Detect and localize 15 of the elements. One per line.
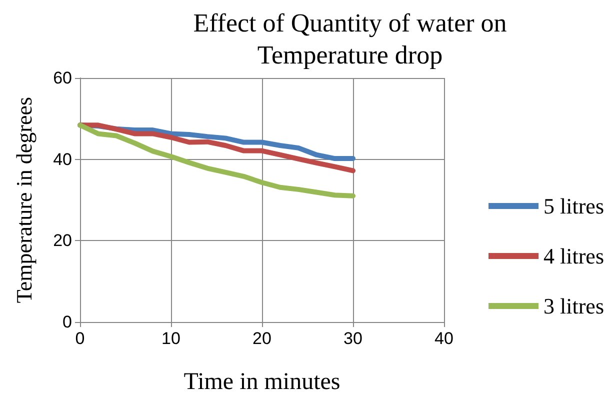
x-tick-label: 30 — [344, 329, 362, 348]
x-tick-label: 0 — [75, 329, 85, 348]
legend-label: 3 litres — [544, 294, 604, 318]
x-tick-label: 40 — [434, 329, 454, 348]
y-tick-label: 40 — [53, 150, 72, 169]
legend-label: 5 litres — [544, 194, 604, 218]
x-tick-label: 20 — [252, 329, 272, 348]
chart-title: Effect of Quantity of water on Temperature drop — [193, 8, 507, 70]
y-axis-title: Temperature in degrees — [12, 96, 36, 304]
x-tick-label: 10 — [162, 329, 180, 348]
y-tick-label: 60 — [53, 68, 72, 88]
legend-label: 4 litres — [544, 244, 604, 268]
x-axis-title: Time in minutes — [184, 369, 340, 395]
y-tick-label: 0 — [62, 312, 72, 332]
y-tick-label: 20 — [53, 231, 72, 250]
